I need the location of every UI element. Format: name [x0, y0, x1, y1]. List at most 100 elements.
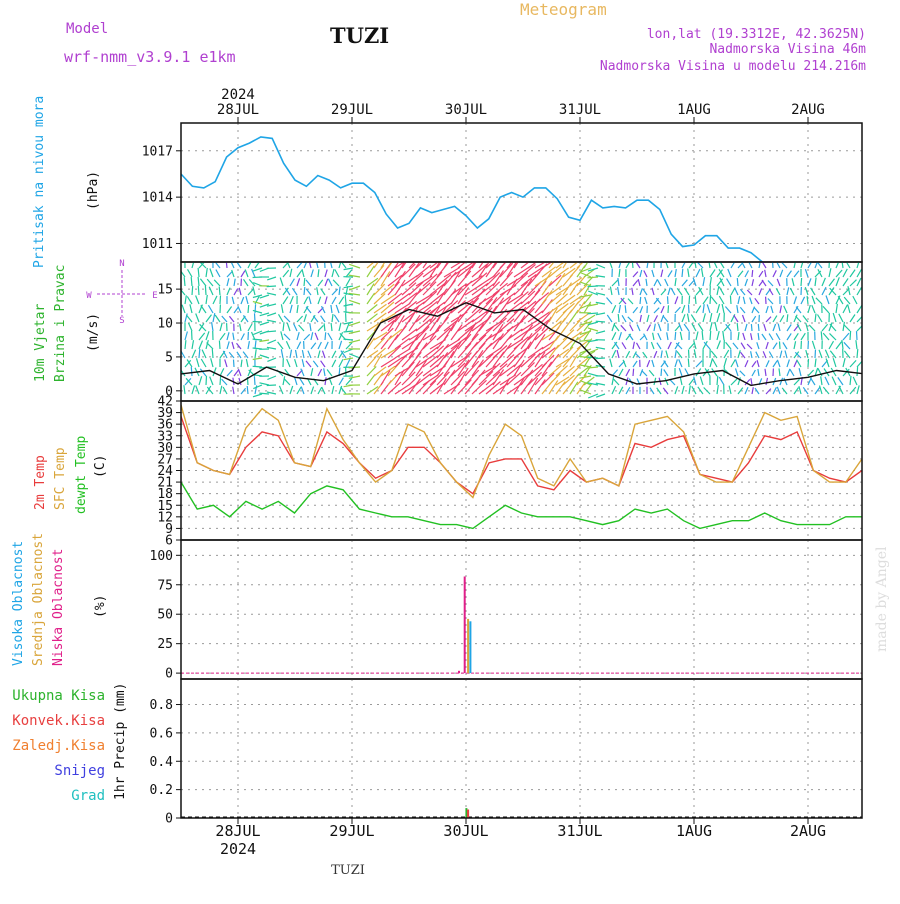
wind-arrow — [248, 324, 252, 331]
wind-arrow — [668, 296, 669, 304]
wind-arrow — [321, 361, 325, 367]
wind-arrow — [535, 259, 550, 268]
wind-arrow — [227, 332, 229, 340]
wind-arrow — [388, 382, 401, 394]
wind-arrow — [719, 377, 724, 385]
wind-arrow — [689, 378, 694, 385]
wind-arrow — [790, 288, 794, 295]
wind-arrow — [848, 304, 850, 313]
wind-arrow — [198, 268, 199, 277]
bottom-day-label: 1AUG — [676, 822, 712, 840]
wind-arrow — [297, 342, 301, 349]
wind-arrow — [773, 270, 776, 277]
wind-arrow — [857, 331, 858, 340]
wind-arrow — [625, 305, 626, 313]
wind-arrow — [780, 270, 783, 277]
wind-arrow — [191, 367, 192, 376]
wind-arrow — [628, 299, 633, 304]
wind-arrow — [745, 279, 748, 286]
wind-arrow — [784, 378, 787, 385]
wind-arrow — [588, 313, 599, 314]
wind-arrow — [302, 269, 304, 277]
wind-arrow — [299, 325, 304, 331]
wind-arrow — [758, 369, 759, 376]
wind-arrow — [190, 304, 192, 313]
wind-arrow — [664, 361, 668, 368]
wind-arrow — [857, 385, 859, 394]
wind-arrow — [750, 298, 752, 305]
wind-arrow — [588, 328, 598, 331]
wind-arrow — [679, 359, 682, 367]
wind-arrow — [796, 307, 801, 313]
wind-arrow — [241, 360, 242, 367]
wind-arrow — [278, 342, 283, 349]
wind-arrow — [227, 288, 230, 295]
bottom-day-label: 30JUL — [443, 822, 488, 840]
wind-arrow — [367, 278, 378, 286]
wind-arrow — [302, 350, 304, 358]
wind-arrow — [222, 316, 227, 322]
wind-arrow — [717, 313, 720, 322]
wind-arrow — [241, 334, 244, 341]
wind-arrow — [241, 297, 244, 304]
wind-arrow — [341, 387, 346, 394]
wind-arrow — [812, 296, 815, 304]
wind-arrow — [325, 279, 328, 286]
wind-arrow — [619, 305, 620, 313]
wind-arrow — [642, 371, 647, 376]
wind-arrow — [324, 323, 325, 331]
wind-arrow — [409, 361, 420, 377]
temp2m-ylabel: 2m Temp — [33, 455, 48, 510]
wind-arrow — [255, 349, 256, 358]
wind-arrow — [842, 259, 843, 268]
wind-arrow — [556, 304, 568, 314]
wind-arrow — [821, 331, 822, 340]
wind-arrow — [227, 341, 229, 349]
y-tick-label: 100 — [150, 549, 173, 564]
panel-4-frame — [181, 679, 862, 818]
wind-arrow — [192, 286, 193, 295]
wind-arrow — [826, 296, 829, 305]
top-day-label: 30JUL — [445, 102, 487, 118]
wind-arrow — [696, 369, 701, 377]
wind-arrow — [325, 270, 327, 277]
panel-3-frame — [181, 540, 862, 679]
coords-label: lon,lat (19.3312E, 42.3625N) — [647, 27, 866, 42]
wind-arrow — [857, 306, 862, 314]
wind-arrow — [698, 324, 703, 332]
wind-arrow — [281, 304, 283, 313]
wind-arrow — [808, 305, 810, 313]
wind-arrow — [367, 293, 375, 304]
wind-arrow — [777, 279, 780, 286]
wind-arrow — [751, 324, 752, 331]
wind-arrow — [703, 313, 705, 322]
wind-arrow — [823, 387, 829, 394]
wind-arrow — [253, 310, 262, 313]
compass-n: N — [119, 259, 124, 269]
wind-arrow — [637, 325, 640, 332]
wind-arrow — [830, 333, 837, 340]
wind-arrow — [740, 289, 745, 295]
wind-arrow — [728, 269, 731, 277]
wind-arrow — [815, 278, 816, 286]
wind-arrow — [281, 331, 283, 340]
wind-arrow — [663, 316, 668, 322]
wind-arrow — [771, 306, 773, 313]
wind-arrow — [668, 305, 669, 313]
wind-arrow — [220, 368, 224, 376]
wind-arrow — [654, 308, 659, 313]
wind-arrow — [688, 359, 689, 368]
wind-arrow — [253, 358, 262, 360]
wind-arrow — [661, 351, 662, 359]
wind-arrow — [201, 359, 206, 367]
wind-arrow — [652, 270, 654, 277]
wind-arrow — [850, 331, 851, 340]
wind-arrow — [836, 304, 837, 313]
wind-arrow — [682, 314, 685, 322]
wind-arrow — [184, 385, 185, 394]
wind-arrow — [612, 377, 614, 385]
wind-arrow — [304, 297, 308, 304]
wind-arrow — [679, 368, 682, 376]
wind-arrow — [192, 340, 194, 349]
